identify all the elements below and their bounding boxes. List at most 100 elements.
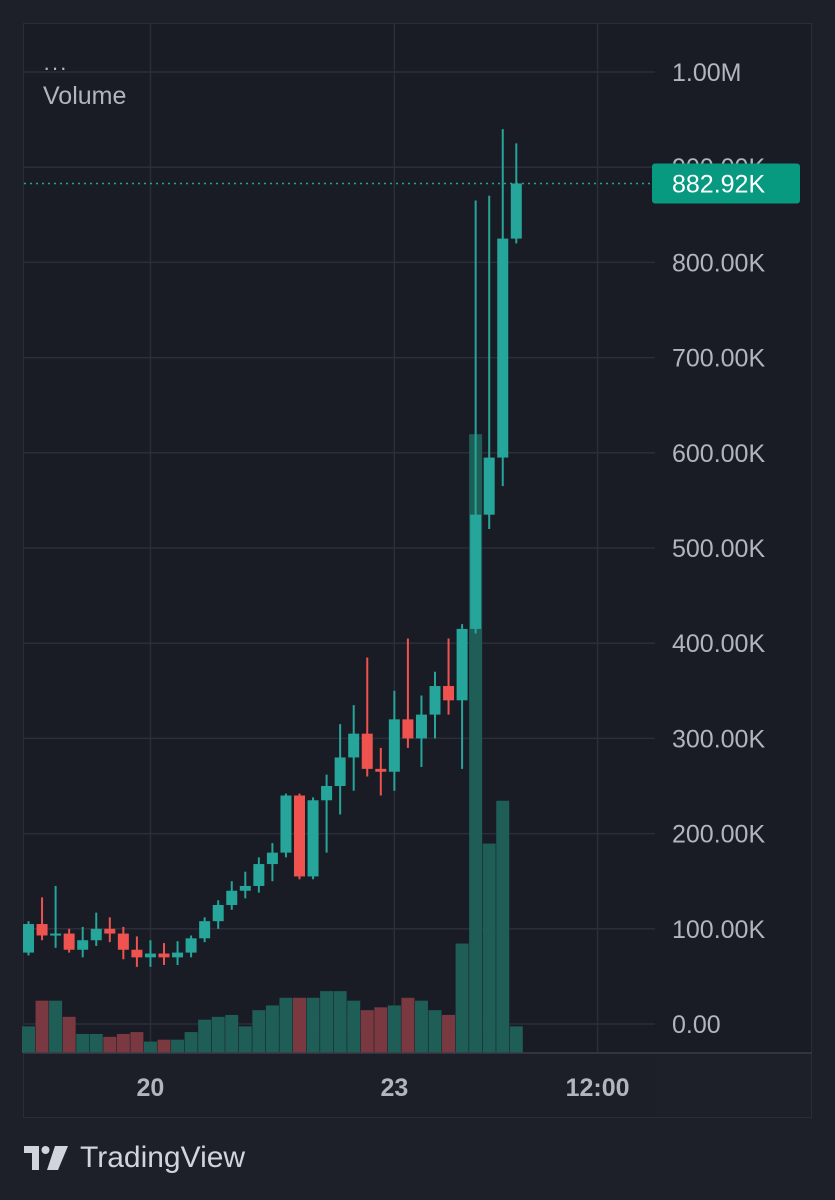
- volume-bar: [387, 1005, 401, 1053]
- candle-body: [402, 719, 414, 739]
- candle-body: [63, 933, 75, 950]
- volume-bar: [347, 1000, 361, 1053]
- volume-bar: [320, 991, 334, 1053]
- candle-body: [375, 768, 387, 772]
- candle-body: [23, 924, 34, 953]
- tradingview-logo-icon: [24, 1146, 68, 1170]
- candle: [375, 747, 387, 796]
- volume-bar: [76, 1033, 90, 1053]
- candle-body: [131, 949, 143, 958]
- candle-body: [294, 795, 305, 877]
- candle: [280, 793, 292, 858]
- candle: [23, 921, 34, 956]
- candle: [77, 926, 89, 958]
- candle: [294, 793, 305, 880]
- candle-body: [226, 890, 238, 905]
- price-axis[interactable]: 1.00M900.00K800.00K700.00K600.00K500.00K…: [672, 59, 765, 1039]
- candle: [212, 900, 224, 929]
- volume-bar: [171, 1039, 185, 1053]
- candle: [321, 774, 333, 853]
- candle: [226, 881, 238, 910]
- volume-bar: [360, 1010, 374, 1053]
- candle-body: [104, 928, 116, 934]
- volume-bar: [252, 1010, 266, 1053]
- volume-bar: [35, 1000, 49, 1053]
- volume-series: [22, 434, 523, 1053]
- volume-bar: [130, 1032, 144, 1053]
- volume-bar: [211, 1016, 225, 1053]
- candle: [361, 657, 373, 777]
- volume-bar: [293, 997, 306, 1053]
- series-legend[interactable]: ··· Volume: [43, 55, 126, 111]
- candle-body: [361, 733, 373, 769]
- volume-bar: [401, 997, 415, 1053]
- candle-body: [117, 933, 129, 950]
- volume-bar: [22, 1026, 35, 1053]
- time-axis-strip: [24, 1054, 655, 1117]
- volume-bar: [238, 1026, 252, 1053]
- volume-bar: [442, 1014, 456, 1053]
- candle-body: [497, 238, 509, 458]
- volume-bar: [143, 1041, 157, 1053]
- brand-footer: TradingView: [24, 1138, 245, 1178]
- y-tick-label: 600.00K: [672, 440, 765, 468]
- volume-bar: [225, 1014, 239, 1053]
- candle: [185, 935, 197, 958]
- candle: [443, 638, 455, 715]
- candle-body: [90, 928, 102, 941]
- candle-body: [50, 933, 62, 936]
- candle: [104, 917, 116, 943]
- candle-body: [172, 952, 184, 958]
- candle: [90, 912, 102, 946]
- y-tick-label: 300.00K: [672, 725, 765, 753]
- candle-body: [443, 686, 455, 701]
- volume-bar: [103, 1036, 117, 1053]
- last-price-label: 882.92K: [652, 163, 800, 204]
- y-tick-label: 500.00K: [672, 535, 765, 563]
- volume-bar: [496, 800, 510, 1053]
- x-tick-label: 20: [137, 1074, 165, 1102]
- volume-bar: [49, 1000, 63, 1053]
- volume-bar: [306, 997, 320, 1053]
- candle: [497, 129, 509, 487]
- candle: [158, 943, 170, 965]
- y-tick-label: 200.00K: [672, 821, 765, 849]
- candle-body: [470, 514, 482, 629]
- candle-body: [212, 905, 224, 922]
- candle-body: [307, 800, 319, 877]
- last-price-label-bg: [652, 163, 800, 204]
- candle: [415, 695, 427, 767]
- last-price-label-text: 882.92K: [672, 170, 765, 198]
- candle-body: [253, 864, 265, 886]
- candle: [483, 195, 495, 529]
- candle-body: [456, 628, 468, 701]
- candle-body: [280, 795, 292, 853]
- candle-body: [334, 757, 346, 786]
- candle-body: [185, 938, 197, 953]
- candle: [253, 857, 265, 893]
- candle-body: [510, 183, 522, 239]
- chart-panel[interactable]: [23, 23, 812, 1118]
- volume-bar: [482, 843, 496, 1053]
- y-tick-label: 100.00K: [672, 916, 765, 944]
- candle: [470, 200, 482, 634]
- y-tick-label: 1.00M: [672, 59, 741, 87]
- candle-body: [266, 852, 278, 865]
- volume-bar: [198, 1019, 212, 1053]
- volume-bar: [62, 1016, 76, 1053]
- volume-bar: [428, 1010, 442, 1053]
- candle: [510, 143, 522, 244]
- candle: [239, 871, 251, 899]
- candle-body: [239, 885, 251, 891]
- candle: [429, 671, 441, 739]
- y-tick-label: 800.00K: [672, 249, 765, 277]
- time-axis[interactable]: 20 23 12:00: [24, 1052, 812, 1117]
- candle: [307, 797, 319, 880]
- candle-body: [415, 714, 427, 739]
- candle-body: [158, 953, 170, 958]
- volume-bar: [157, 1039, 171, 1053]
- legend-menu-icon[interactable]: ···: [43, 55, 68, 80]
- volume-bar: [455, 943, 469, 1053]
- volume-bar: [374, 1007, 388, 1053]
